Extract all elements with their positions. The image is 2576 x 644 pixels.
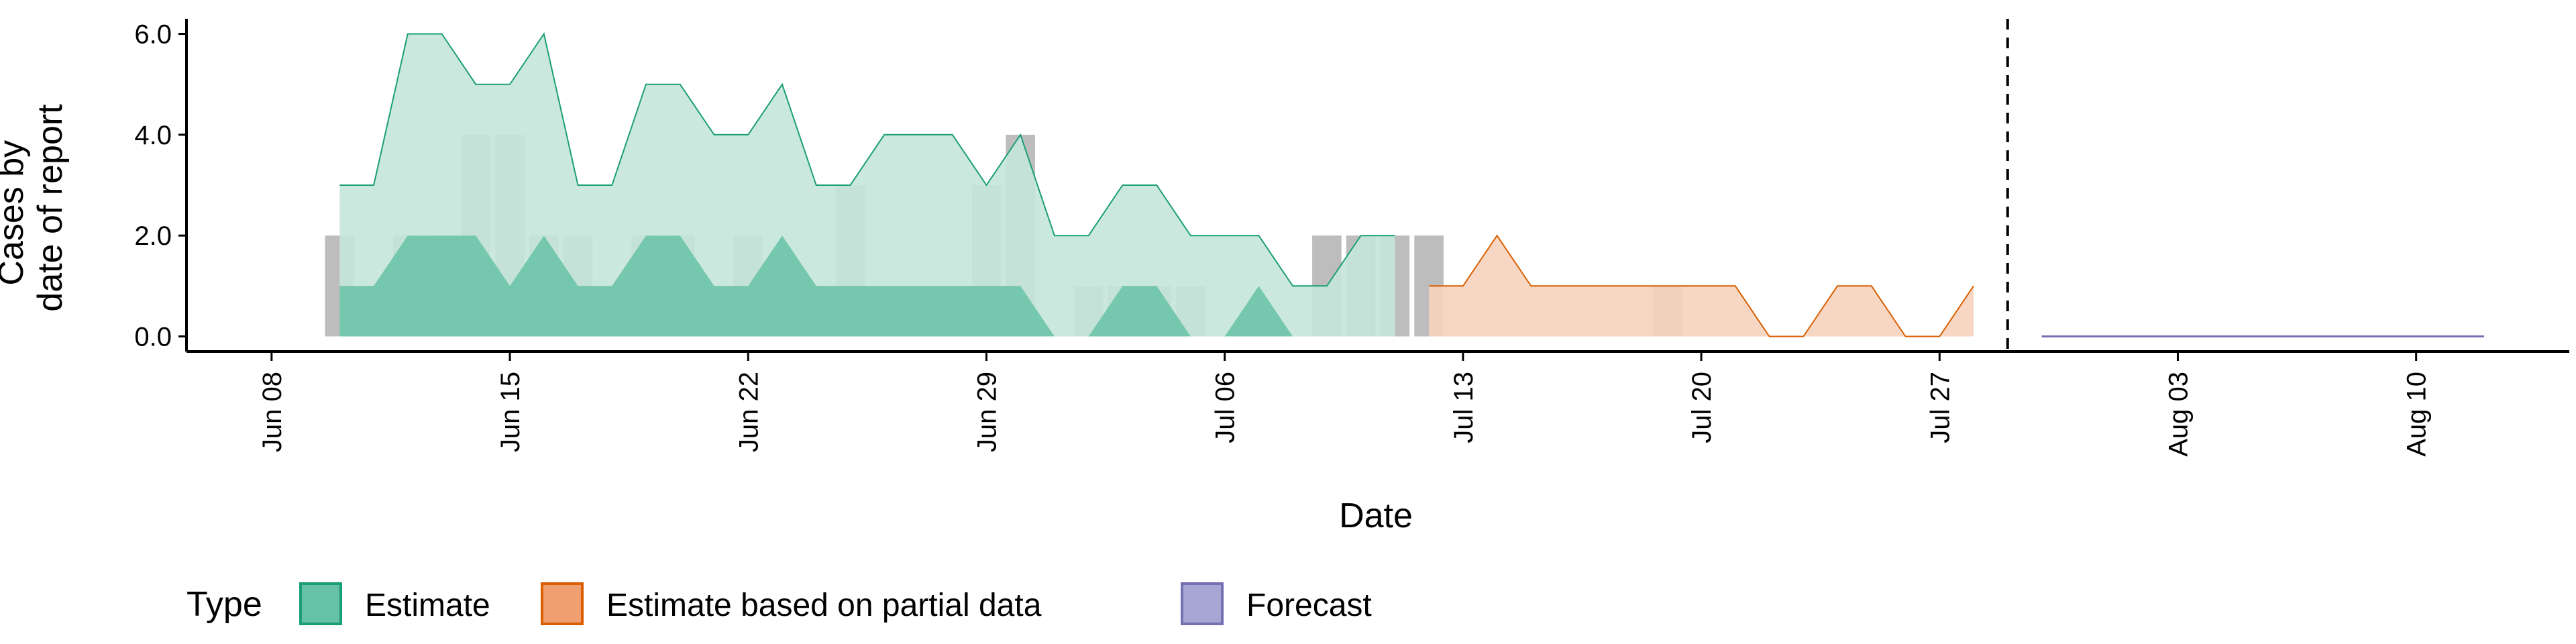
y-tick-label-1: 2.0 bbox=[134, 221, 172, 251]
y-axis-title-line-1: Cases by bbox=[0, 140, 31, 286]
legend-label-forecast: Forecast bbox=[1246, 588, 1372, 623]
x-tick-label-0: Jun 08 bbox=[258, 372, 287, 452]
legend-key-forecast bbox=[1181, 582, 1224, 625]
y-axis-title-line-2: date of report bbox=[31, 104, 70, 312]
legend-label-estimate: Estimate bbox=[365, 588, 490, 623]
x-tick-label-9: Aug 10 bbox=[2402, 372, 2432, 457]
tick-labels: 0.0 2.0 4.0 6.0 Jun 08 Jun 15 Jun 22 Jun 29 Jul … bbox=[134, 20, 2431, 457]
y-axis-title: Cases by date of report bbox=[0, 104, 70, 312]
y-tick-label-2: 4.0 bbox=[134, 121, 172, 150]
estimate-areas bbox=[339, 32, 2485, 337]
x-tick-label-4: Jul 06 bbox=[1211, 372, 1240, 443]
x-tick-label-2: Jun 22 bbox=[734, 372, 763, 452]
x-tick-label-8: Aug 03 bbox=[2164, 372, 2194, 457]
legend-title: Type bbox=[186, 585, 262, 624]
legend: Type Estimate Estimate based on partial d… bbox=[186, 582, 1372, 625]
estimate-upper-line bbox=[339, 32, 1395, 287]
x-tick-label-1: Jun 15 bbox=[496, 372, 525, 452]
estimate-outer-area bbox=[339, 34, 1395, 337]
estimate-based-on-partial-data-upper-line bbox=[1429, 234, 1974, 337]
axis-titles: Date Cases by date of report bbox=[0, 104, 1413, 535]
legend-label-estimate-based-on-partial-data: Estimate based on partial data bbox=[606, 588, 1042, 623]
x-tick-label-7: Jul 27 bbox=[1925, 372, 1955, 443]
legend-key-estimate bbox=[299, 582, 342, 625]
x-tick-label-6: Jul 20 bbox=[1687, 372, 1717, 443]
x-tick-label-5: Jul 13 bbox=[1449, 372, 1479, 443]
y-tick-label-3: 6.0 bbox=[134, 20, 172, 50]
legend-key-estimate-based-on-partial-data bbox=[541, 582, 584, 625]
estimate-inner-area bbox=[339, 235, 1395, 337]
y-tick-label-0: 0.0 bbox=[134, 322, 172, 352]
axes bbox=[185, 19, 2569, 353]
x-axis-title: Date bbox=[1339, 496, 1413, 535]
x-tick-label-3: Jun 29 bbox=[973, 372, 1002, 452]
